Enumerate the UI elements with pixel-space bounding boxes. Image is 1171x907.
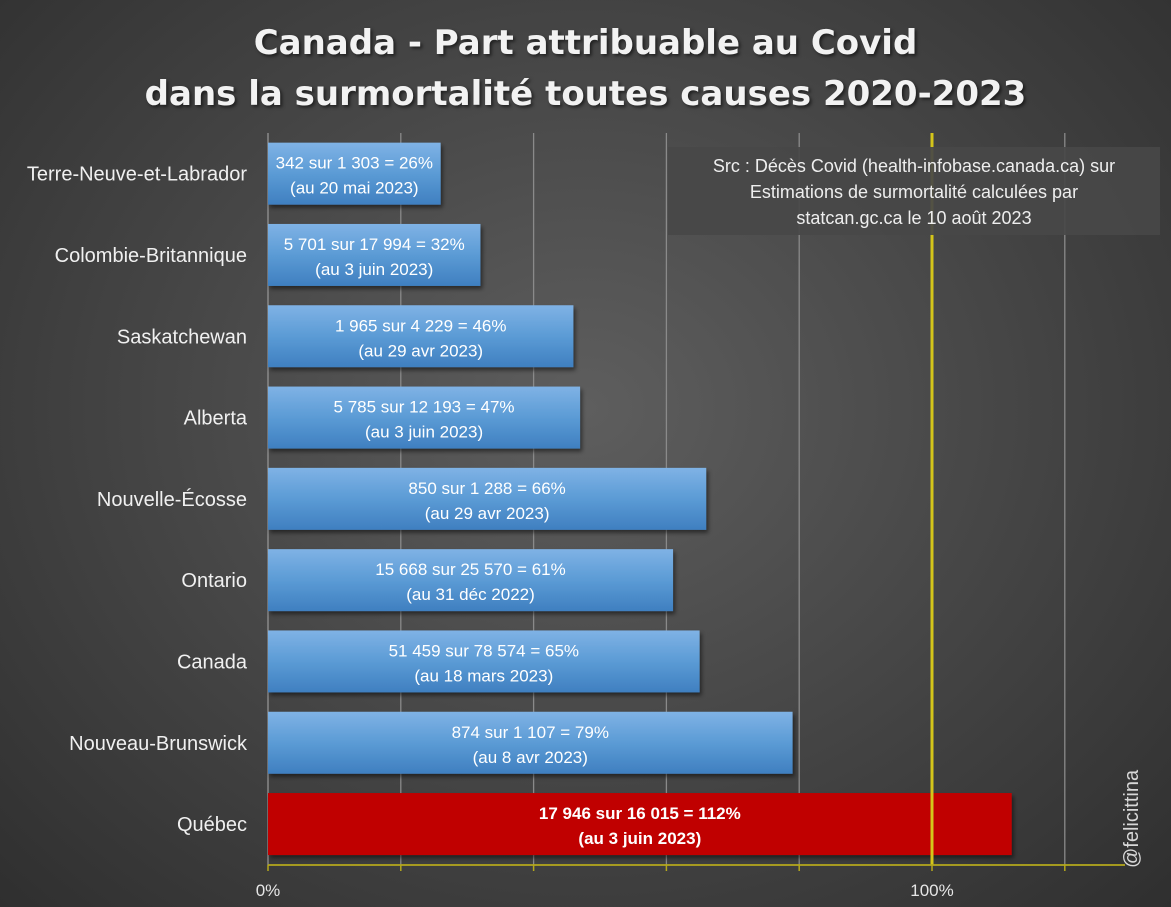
category-label: Saskatchewan bbox=[117, 326, 247, 348]
data-label: (au 31 déc 2022) bbox=[406, 585, 535, 604]
category-label: Nouvelle-Écosse bbox=[97, 488, 247, 511]
bar bbox=[268, 142, 441, 205]
category-label: Canada bbox=[177, 651, 248, 673]
bar bbox=[268, 305, 574, 368]
data-label: (au 29 avr 2023) bbox=[425, 504, 550, 523]
bar bbox=[268, 467, 707, 530]
data-label: 874 sur 1 107 = 79% bbox=[452, 723, 609, 742]
data-label: 850 sur 1 288 = 66% bbox=[408, 479, 565, 498]
category-label: Colombie-Britannique bbox=[55, 245, 247, 267]
data-label: 342 sur 1 303 = 26% bbox=[276, 154, 433, 173]
category-label: Terre-Neuve-et-Labrador bbox=[27, 164, 247, 186]
bar bbox=[268, 630, 700, 693]
chart-title: Canada - Part attribuable au Covid bbox=[253, 23, 918, 63]
source-line-1: Src : Décès Covid (health-infobase.canad… bbox=[712, 156, 1116, 176]
x-tick-label: 100% bbox=[910, 881, 953, 900]
data-label: (au 29 avr 2023) bbox=[358, 341, 483, 360]
bar bbox=[268, 223, 481, 286]
bar bbox=[268, 711, 793, 774]
bar bbox=[268, 549, 674, 612]
category-label: Nouveau-Brunswick bbox=[69, 733, 248, 755]
author-credit: @felicittina bbox=[1121, 769, 1143, 868]
source-line-3: statcan.gc.ca le 10 août 2023 bbox=[796, 208, 1032, 228]
bar-highlight bbox=[268, 793, 1012, 856]
source-annotation: Src : Décès Covid (health-infobase.canad… bbox=[668, 147, 1160, 235]
data-label: 1 965 sur 4 229 = 46% bbox=[335, 316, 507, 335]
data-label: 51 459 sur 78 574 = 65% bbox=[389, 641, 579, 660]
data-label: 15 668 sur 25 570 = 61% bbox=[375, 560, 565, 579]
data-label: 5 785 sur 12 193 = 47% bbox=[334, 398, 515, 417]
category-label: Ontario bbox=[181, 570, 247, 592]
data-label: (au 8 avr 2023) bbox=[473, 748, 588, 767]
data-label: 5 701 sur 17 994 = 32% bbox=[284, 235, 465, 254]
category-label: Alberta bbox=[184, 408, 248, 430]
data-label: 17 946 sur 16 015 = 112% bbox=[539, 804, 741, 823]
data-label: (au 18 mars 2023) bbox=[414, 666, 553, 685]
bar bbox=[268, 386, 581, 449]
chart-subtitle: dans la surmortalité toutes causes 2020-… bbox=[144, 74, 1027, 114]
category-label: Québec bbox=[177, 814, 247, 836]
data-label: (au 3 juin 2023) bbox=[578, 829, 701, 848]
source-line-2: Estimations de surmortalité calculées pa… bbox=[749, 182, 1079, 202]
data-label: (au 20 mai 2023) bbox=[290, 179, 419, 198]
x-tick-label: 0% bbox=[256, 881, 281, 900]
data-label: (au 3 juin 2023) bbox=[315, 260, 433, 279]
data-label: (au 3 juin 2023) bbox=[365, 423, 483, 442]
